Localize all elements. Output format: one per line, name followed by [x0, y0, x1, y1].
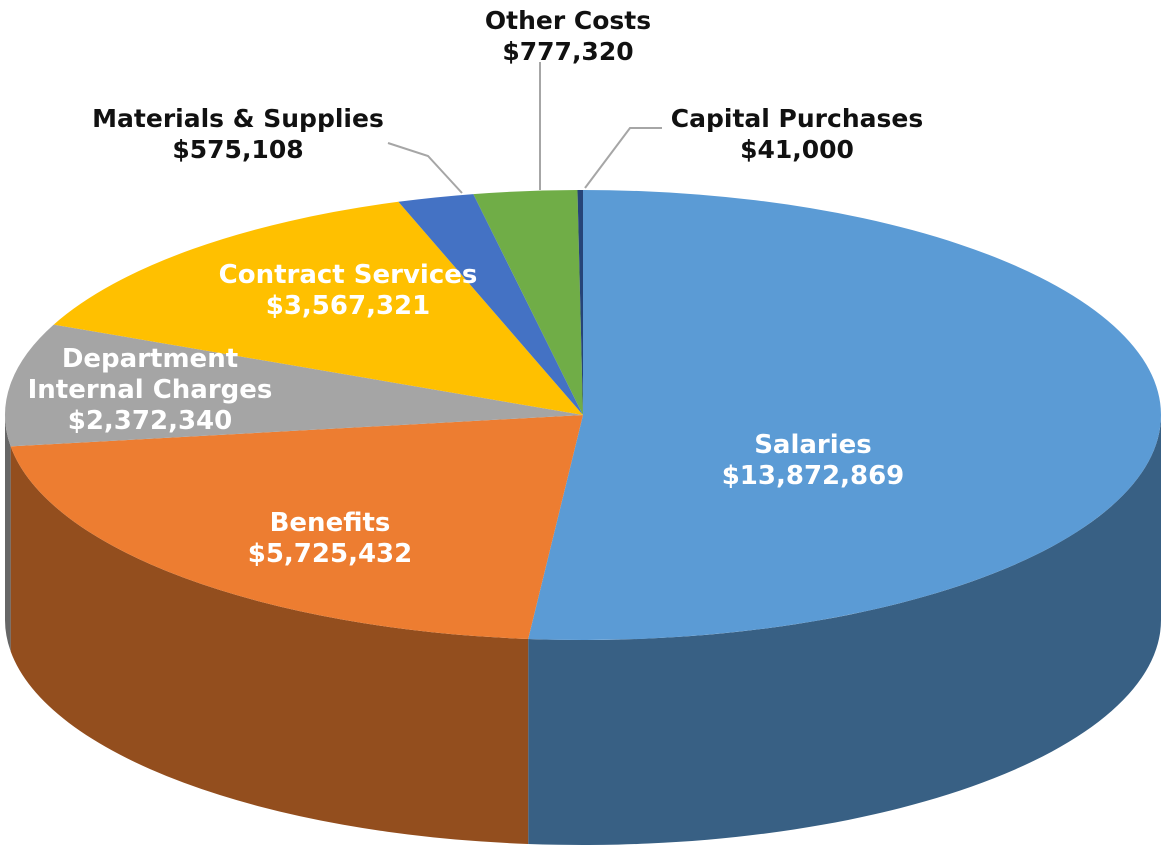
value-label: $777,320 [502, 37, 634, 66]
value-label: $5,725,432 [247, 539, 413, 569]
slice-side [5, 415, 11, 652]
data-label: Other Costs $777,320 [438, 5, 698, 67]
data-label: Contract Services $3,567,321 [188, 260, 508, 322]
slice [398, 194, 583, 415]
category-label: Other Costs [484, 6, 652, 35]
category-label: Department Internal Charges [27, 344, 273, 405]
slice-side [528, 415, 1161, 845]
data-label: Capital Purchases $41,000 [637, 103, 957, 165]
category-label: Salaries [754, 430, 872, 460]
slice [10, 415, 583, 639]
slice [528, 190, 1161, 640]
leader-line [584, 127, 662, 189]
category-label: Contract Services [218, 260, 478, 290]
value-label: $2,372,340 [67, 406, 233, 436]
category-label: Materials & Supplies [92, 104, 384, 133]
category-label: Benefits [269, 508, 391, 538]
slice [53, 201, 583, 415]
value-label: $41,000 [740, 135, 854, 164]
data-label: Benefits $5,725,432 [170, 508, 490, 570]
value-label: $575,108 [172, 135, 304, 164]
value-label: $3,567,321 [265, 291, 431, 321]
leader-line [387, 142, 463, 194]
data-label: Materials & Supplies $575,108 [68, 103, 408, 165]
slice [473, 190, 583, 415]
slice [5, 324, 584, 447]
value-label: $13,872,869 [721, 461, 905, 491]
data-label: Salaries $13,872,869 [653, 430, 973, 492]
slice [577, 190, 583, 415]
category-label: Capital Purchases [670, 104, 924, 133]
slice-side [10, 446, 529, 844]
data-label: Department Internal Charges $2,372,340 [0, 344, 300, 437]
